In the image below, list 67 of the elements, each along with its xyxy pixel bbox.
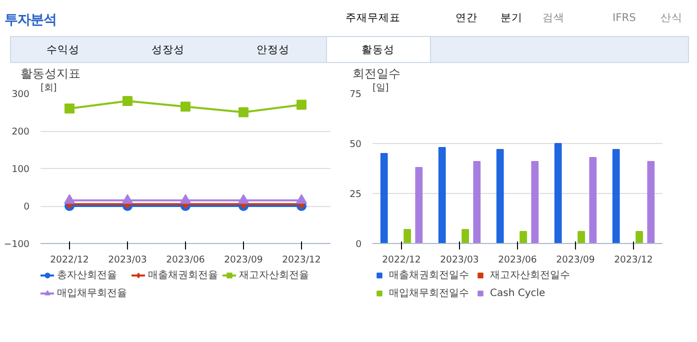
x-tick-label: 2023/09 (556, 254, 595, 266)
text: IFRS (612, 11, 636, 24)
chart-title: 활동성지표 (20, 66, 80, 80)
bar (531, 161, 539, 244)
y-tick-label: 200 (12, 126, 30, 138)
x-tick-label: 2023/06 (498, 254, 537, 266)
point (180, 194, 191, 204)
x-tick-label: 2023/12 (614, 254, 653, 266)
y-tick-label: 50 (350, 139, 362, 150)
text: 성장성 (152, 43, 184, 56)
y-tick-label: 300 (12, 89, 30, 100)
text: 주재무제표 (346, 11, 400, 24)
x-tick-label: 2023/06 (166, 254, 205, 266)
bar (636, 231, 643, 244)
y-tick-label: 0 (24, 202, 30, 212)
text: 투자분석 (4, 13, 56, 28)
text: 활동성 (362, 43, 394, 56)
x-tick-label: 2023/09 (224, 254, 263, 266)
point (64, 194, 75, 204)
x-tick-label: 2023/03 (108, 254, 147, 266)
point (238, 107, 248, 118)
point (180, 102, 190, 112)
bar (462, 229, 469, 244)
bar (554, 143, 562, 244)
x-tick-label: 2023/03 (440, 254, 479, 266)
legend-label: 매입채무회전일수 (389, 287, 469, 300)
x-tick-label: 2022/12 (382, 254, 421, 266)
text: 안정성 (256, 43, 290, 56)
point (296, 194, 307, 204)
point (238, 194, 249, 204)
legend-label: 총자산회전율 (57, 269, 117, 282)
bar (578, 231, 585, 244)
y-axis-title: [회] (40, 82, 57, 94)
legend-label: Cash Cycle (490, 287, 546, 299)
bar (496, 149, 504, 244)
legend-label: 재고자산회전율 (239, 269, 309, 282)
legend-label: 재고자산회전일수 (490, 269, 570, 282)
legend-label: 매입채무회전율 (57, 287, 127, 300)
text: 연간 (456, 11, 478, 24)
legend-label: 매출채권회전율 (148, 269, 218, 282)
text: 수익성 (46, 43, 80, 56)
point (296, 100, 306, 110)
bar (415, 167, 423, 244)
point (122, 96, 132, 106)
bar (612, 149, 620, 244)
y-tick-label: 100 (12, 164, 30, 175)
bar (589, 157, 597, 244)
y-tick-label: 25 (350, 189, 362, 200)
y-tick-label: 75 (350, 89, 362, 100)
text: 산식 (660, 11, 682, 24)
bar (404, 229, 411, 244)
y-tick-label: −100 (4, 239, 30, 250)
text: 검색 (542, 11, 564, 24)
text: 분기 (500, 11, 522, 24)
y-tick-label: 0 (356, 239, 362, 250)
bar (647, 161, 655, 244)
point (64, 104, 74, 114)
x-tick-label: 2022/12 (50, 254, 89, 266)
bar (438, 147, 446, 244)
bar (520, 231, 527, 244)
chart-title: 회전일수 (352, 66, 400, 80)
bar (473, 161, 481, 244)
bar (380, 153, 388, 244)
point (122, 194, 133, 204)
y-axis-title: [일] (372, 82, 389, 94)
x-tick-label: 2023/12 (282, 254, 321, 266)
legend-label: 매출채권회전일수 (389, 269, 469, 282)
